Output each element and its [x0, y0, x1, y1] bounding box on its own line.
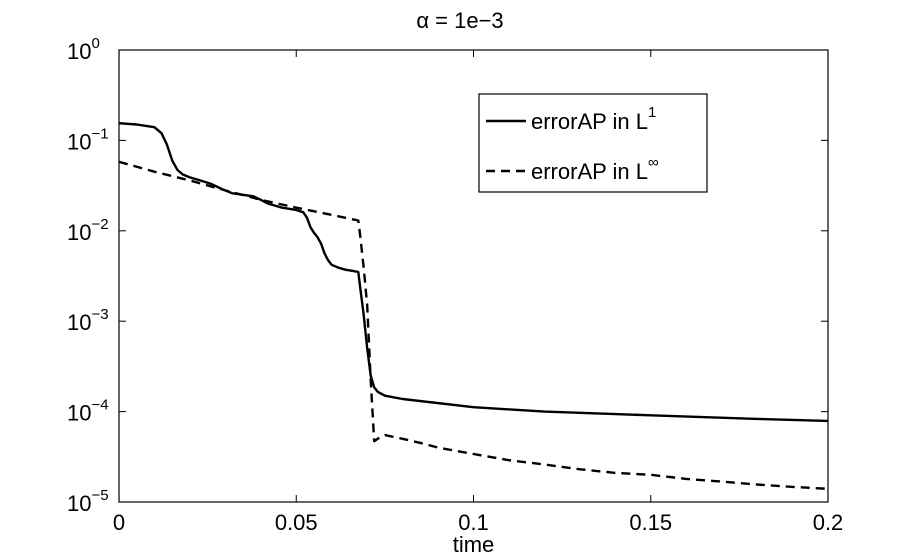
legend-label: errorAP in L∞ — [531, 154, 659, 184]
legend-label-superscript: ∞ — [648, 154, 659, 171]
y-tick-base: 10 — [67, 39, 91, 64]
y-tick-base: 10 — [67, 491, 91, 516]
legend-label-base: errorAP in L — [531, 159, 648, 184]
legend-label-superscript: 1 — [648, 104, 656, 121]
y-tick-exponent: −4 — [91, 397, 108, 414]
x-axis-label: time — [453, 532, 495, 557]
chart-title: α = 1e−3 — [416, 8, 503, 33]
y-tick-exponent: −1 — [91, 125, 108, 142]
y-tick-exponent: −5 — [91, 487, 108, 504]
y-tick-base: 10 — [67, 129, 91, 154]
y-tick-label: 100 — [67, 35, 100, 64]
y-tick-base: 10 — [67, 220, 91, 245]
y-tick-label: 10−4 — [67, 397, 109, 426]
y-tick-exponent: 0 — [91, 35, 99, 52]
y-tick-base: 10 — [67, 310, 91, 335]
series-line-dashed — [118, 160, 829, 490]
y-tick-label: 10−2 — [67, 216, 109, 245]
x-tick-label: 0.1 — [458, 510, 489, 535]
y-tick-label: 10−5 — [67, 487, 109, 516]
x-tick-label: 0.05 — [275, 510, 318, 535]
y-tick-exponent: −2 — [91, 216, 108, 233]
y-tick-label: 10−1 — [67, 125, 109, 154]
plot-frame — [118, 49, 829, 503]
y-tick-label: 10−3 — [67, 306, 109, 335]
legend-label-base: errorAP in L — [531, 109, 648, 134]
legend-box — [478, 93, 708, 193]
y-tick-base: 10 — [67, 401, 91, 426]
series-line-solid — [118, 122, 829, 423]
y-tick-exponent: −3 — [91, 306, 108, 323]
x-tick-label: 0.2 — [813, 510, 844, 535]
x-tick-label: 0.15 — [629, 510, 672, 535]
legend-label: errorAP in L1 — [531, 104, 656, 134]
x-tick-label: 0 — [113, 510, 125, 535]
